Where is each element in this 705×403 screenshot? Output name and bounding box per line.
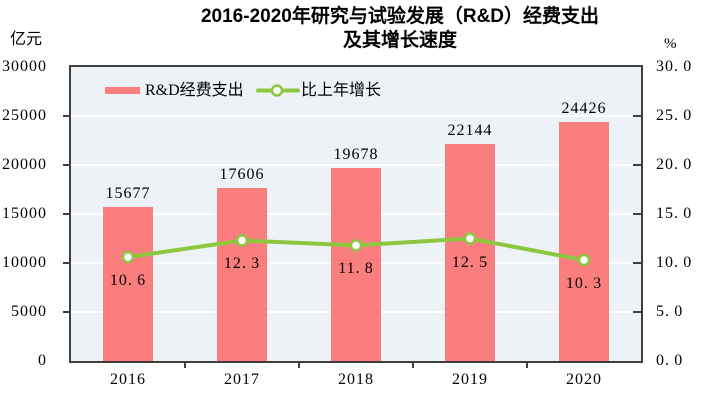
y-right-tick-label: 15. 0: [656, 205, 693, 222]
y-right-tick-mark: [633, 311, 641, 313]
y-left-tick-label: 0: [38, 352, 47, 369]
x-tick-label-2018: 2018: [338, 371, 374, 388]
y-left-tick-mark: [63, 311, 71, 313]
y-left-tick-label: 25000: [2, 107, 47, 124]
growth-marker-2018: [349, 239, 363, 252]
right-axis-unit-label: %: [664, 36, 677, 52]
growth-line-layer: [121, 232, 591, 267]
growth-marker-2020: [577, 253, 591, 267]
legend-label-rd-expenditure: R&D经费支出: [145, 82, 244, 99]
chart-title-line1: 2016-2020年研究与试验发展（R&D）经费支出: [200, 6, 600, 27]
bar-value-label: 24426: [561, 99, 607, 117]
y-left-tick-mark: [63, 213, 71, 215]
y-right-tick-mark: [633, 213, 641, 215]
y-right-tick-label: 0. 0: [656, 352, 684, 369]
legend-bar-swatch: [105, 87, 140, 94]
y-right-tick-mark: [633, 164, 641, 166]
growth-value-label: 10. 3: [565, 275, 603, 293]
y-left-tick-label: 10000: [2, 254, 47, 271]
y-left-tick-mark: [63, 262, 71, 264]
left-axis-unit-label: 亿元: [10, 31, 43, 48]
bar-value-label: 17606: [219, 166, 265, 184]
growth-marker-2016: [121, 250, 135, 264]
y-right-tick-mark: [633, 115, 641, 117]
x-tick-label-2020: 2020: [566, 371, 602, 388]
growth-marker-2017: [235, 234, 249, 247]
bar-2019: [445, 144, 495, 361]
y-right-tick-label: 10. 0: [656, 254, 693, 271]
growth-value-label: 10. 6: [109, 272, 147, 290]
growth-value-label: 12. 3: [223, 255, 261, 273]
legend-label-growth: 比上年增长: [301, 82, 382, 99]
legend-line-swatch: [256, 84, 300, 97]
y-right-tick-label: 20. 0: [656, 156, 693, 173]
y-left-tick-label: 15000: [2, 205, 47, 222]
bar-2016: [103, 207, 153, 361]
bar-value-label: 22144: [447, 121, 493, 139]
bar-value-label: 15677: [105, 185, 151, 203]
y-right-tick-label: 25. 0: [656, 107, 693, 124]
growth-value-label: 11. 8: [338, 260, 374, 278]
y-right-tick-mark: [633, 262, 641, 264]
x-tick-label-2017: 2017: [224, 371, 260, 388]
growth-marker-2019: [463, 232, 477, 245]
chart-title-line2: 及其增长速度: [342, 30, 457, 51]
x-tick-mark: [298, 363, 300, 368]
bar-2017: [217, 188, 267, 361]
y-left-tick-label: 5000: [11, 303, 47, 320]
y-left-tick-label: 20000: [2, 156, 47, 173]
chart-title: 2016-2020年研究与试验发展（R&D）经费支出 及其增长速度: [95, 5, 705, 53]
gridline: [71, 115, 641, 117]
bar-2020: [559, 121, 609, 361]
x-tick-mark: [526, 363, 528, 368]
gridline: [71, 164, 641, 166]
bar-2018: [331, 168, 381, 361]
y-left-tick-label: 30000: [2, 58, 47, 75]
bar-value-label: 19678: [333, 146, 379, 164]
plot-area: [69, 65, 643, 363]
y-left-tick-mark: [63, 115, 71, 117]
growth-value-label: 12. 5: [451, 253, 489, 271]
x-tick-mark: [412, 363, 414, 368]
x-tick-label-2016: 2016: [110, 371, 146, 388]
y-left-tick-mark: [63, 164, 71, 166]
x-tick-label-2019: 2019: [452, 371, 488, 388]
x-tick-mark: [184, 363, 186, 368]
y-right-tick-label: 5. 0: [656, 303, 684, 320]
y-right-tick-label: 30. 0: [656, 58, 693, 75]
